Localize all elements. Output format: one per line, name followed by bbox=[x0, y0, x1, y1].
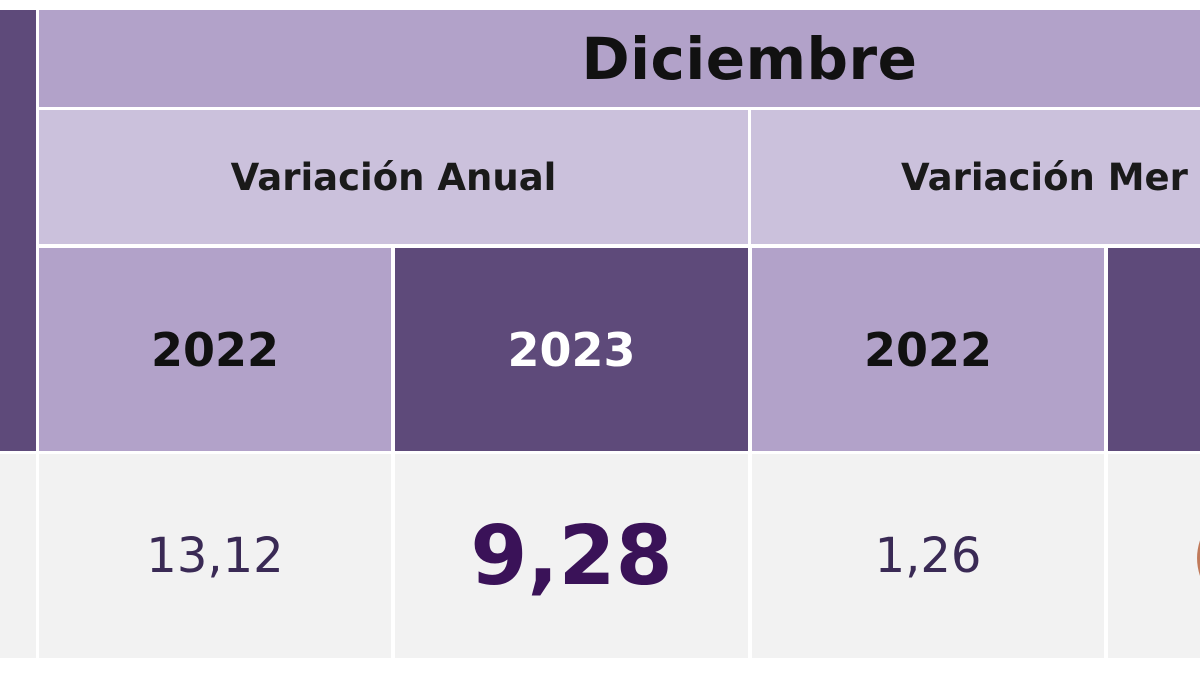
value-annual-2023: 9,28 bbox=[395, 454, 748, 658]
row-label-cell bbox=[0, 454, 36, 658]
value-monthly-2022: 1,26 bbox=[752, 454, 1104, 658]
group-header-monthly: Variación Mer bbox=[751, 110, 1200, 244]
month-header: Diciembre bbox=[39, 10, 1200, 107]
group-label-monthly: Variación Mer bbox=[901, 155, 1188, 199]
group-header-annual: Variación Anual bbox=[39, 110, 748, 244]
value-text: 13,12 bbox=[146, 528, 284, 584]
year-header-annual-2023: 2023 bbox=[395, 248, 748, 451]
year-label: 2022 bbox=[150, 322, 280, 377]
year-label: 2023 bbox=[507, 322, 636, 377]
year-header-monthly-2022: 2022 bbox=[752, 248, 1104, 451]
value-text-highlight: 9,28 bbox=[470, 508, 673, 604]
value-monthly-2023: ( bbox=[1108, 454, 1200, 658]
row-header-cell bbox=[0, 10, 36, 451]
group-label-annual: Variación Anual bbox=[230, 155, 557, 199]
year-header-monthly-2023 bbox=[1108, 248, 1200, 451]
value-text-partial: ( bbox=[1190, 509, 1200, 604]
value-text: 1,26 bbox=[874, 528, 982, 584]
month-label: Diciembre bbox=[581, 24, 918, 93]
value-annual-2022: 13,12 bbox=[39, 454, 391, 658]
year-header-annual-2022: 2022 bbox=[39, 248, 391, 451]
year-label: 2022 bbox=[863, 322, 993, 377]
